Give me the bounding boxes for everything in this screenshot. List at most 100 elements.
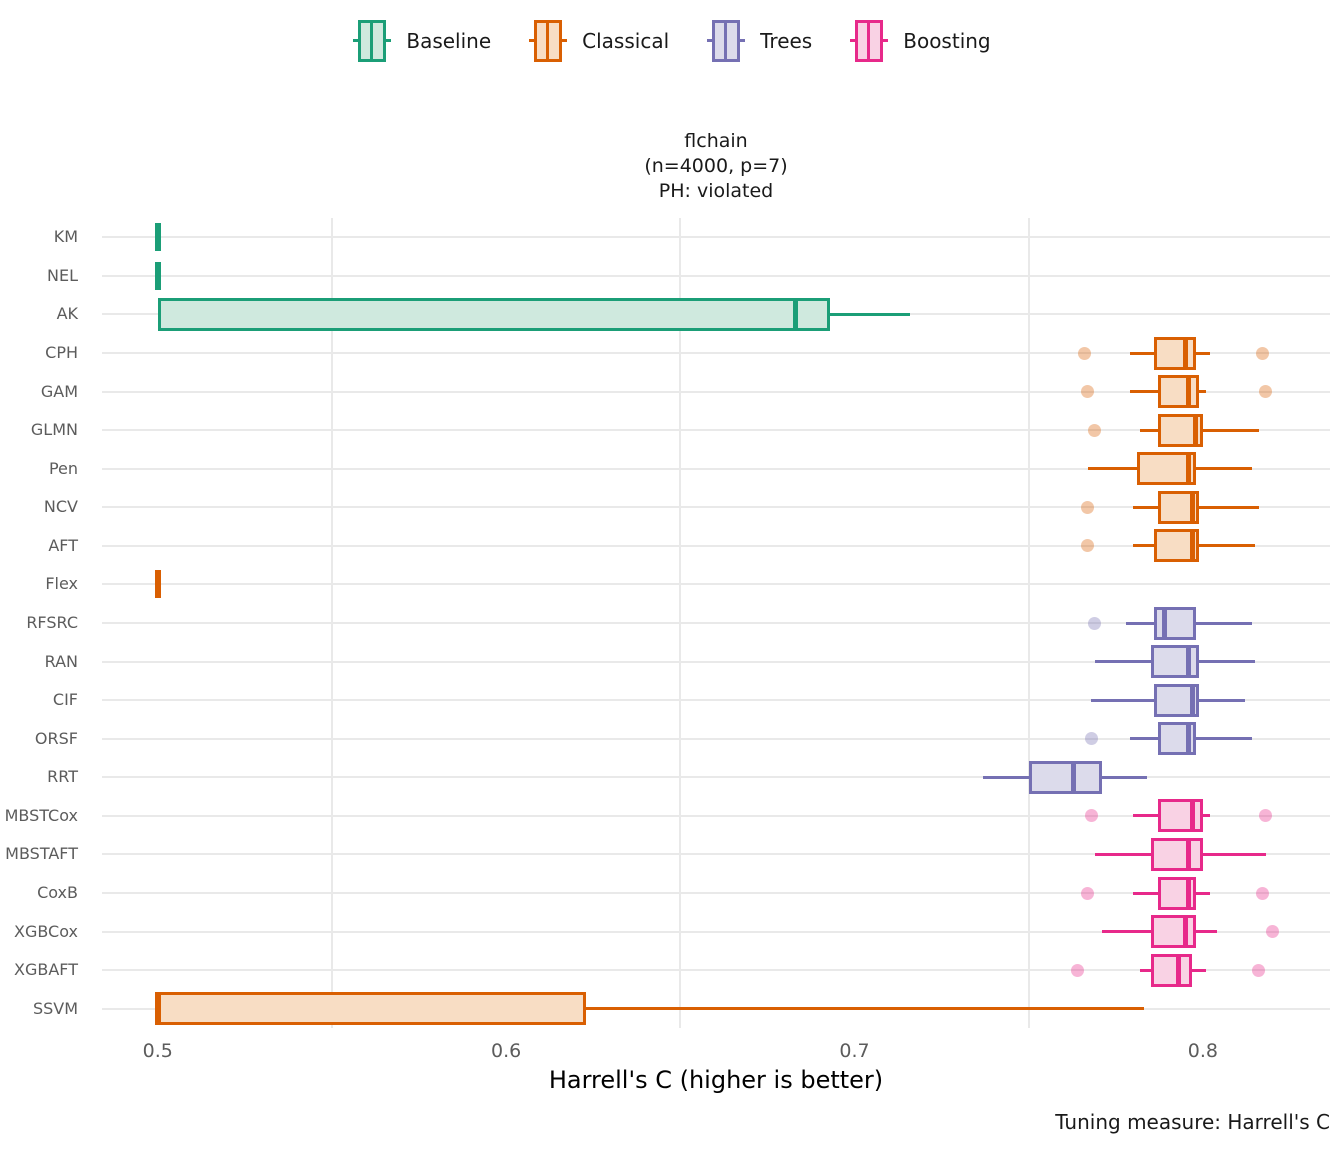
whisker-low: [1126, 621, 1155, 625]
x-axis-title: Harrell's C (higher is better): [548, 1066, 884, 1094]
y-axis-label-nel: NEL: [47, 265, 78, 285]
median-xgbaft: [1175, 953, 1181, 987]
boxplot-key-icon: [529, 18, 568, 64]
median-mbstaft: [1186, 837, 1192, 871]
row-gridline: [102, 506, 1330, 509]
median-rfsrc: [1162, 606, 1168, 640]
whisker-high: [1195, 930, 1217, 934]
y-axis-label-glmn: GLMN: [30, 420, 78, 440]
median-pen: [1186, 452, 1192, 486]
boxplot-key-icon: [707, 18, 746, 64]
legend-item-trees: Trees: [707, 18, 812, 64]
row-gridline: [102, 622, 1330, 624]
median-xgbcox: [1182, 915, 1188, 949]
x-axis-tick-0.5: 0.5: [142, 1040, 173, 1062]
whisker-high: [1195, 737, 1252, 741]
box-xgbaft: [1150, 953, 1193, 987]
box-xgbcox: [1150, 915, 1196, 949]
y-axis-label-gam: GAM: [40, 381, 78, 401]
boxplot-key-icon: [850, 18, 889, 64]
outlier-point: [1081, 500, 1095, 514]
whisker-high: [586, 1007, 1144, 1011]
box-mbstcox: [1157, 799, 1203, 833]
whisker-low: [1140, 428, 1158, 432]
legend-key-median: [370, 20, 374, 62]
median-mbstcox: [1189, 799, 1195, 833]
x-axis-tick-0.7: 0.7: [839, 1040, 870, 1062]
row-gridline: [102, 429, 1330, 432]
median-cif: [1189, 683, 1195, 717]
whisker-high: [1195, 351, 1210, 355]
plot-caption: Tuning measure: Harrell's C: [1055, 1110, 1330, 1134]
y-axis-label-ncv: NCV: [43, 497, 78, 517]
whisker-low: [1140, 968, 1151, 972]
outlier-point: [1081, 385, 1095, 399]
whisker-low: [1101, 930, 1151, 934]
outlier-point: [1255, 886, 1269, 900]
whisker-high: [1195, 891, 1210, 895]
y-axis-label-aft: AFT: [48, 535, 78, 555]
outlier-point: [1084, 732, 1098, 746]
whisker-high: [1199, 544, 1256, 548]
y-axis-label-xgbcox: XGBCox: [14, 921, 78, 941]
box-ran: [1150, 645, 1200, 679]
outlier-point: [1081, 539, 1095, 553]
whisker-low: [1094, 660, 1151, 664]
whisker-low: [1133, 544, 1155, 548]
row-gridline: [102, 930, 1330, 933]
median-glmn: [1193, 413, 1199, 447]
legend-item-classical: Classical: [529, 18, 669, 64]
plot-panel: KM NEL AK CPH GAM GLMN Pen NCV AFT Flex RFSRC RAN CI…: [5, 218, 1330, 1028]
boxplot-key-icon: [353, 18, 392, 64]
legend: Baseline Classical Trees Boosting: [0, 18, 1344, 64]
whisker-high: [1199, 660, 1256, 664]
legend-label: Trees: [760, 29, 813, 53]
whisker-high: [1202, 814, 1210, 818]
outlier-point: [1259, 385, 1273, 399]
y-axis-label-ak: AK: [56, 304, 78, 324]
y-axis-label-pen: Pen: [48, 458, 78, 478]
median-orsf: [1186, 722, 1192, 756]
whisker-low: [1094, 852, 1151, 856]
y-axis-label-rfsrc: RFSRC: [26, 613, 78, 632]
legend-item-boosting: Boosting: [850, 18, 991, 64]
row-gridline: [102, 467, 1330, 470]
plot-title-line3: PH: violated: [658, 180, 774, 202]
whisker-low: [1129, 390, 1158, 394]
whisker-high: [1195, 467, 1252, 471]
outlier-point: [1255, 346, 1269, 360]
outlier-point: [1252, 963, 1266, 977]
plot-title: flchain (n=4000, p=7) PH: violated: [102, 129, 1330, 204]
y-axis-label-orsf: ORSF: [34, 728, 78, 748]
box-km: [155, 223, 162, 252]
legend-label: Baseline: [406, 29, 492, 53]
whisker-high: [1202, 852, 1266, 856]
box-cph: [1154, 336, 1196, 370]
legend-label: Boosting: [903, 29, 991, 53]
row-gridline: [102, 969, 1330, 972]
y-axis-label-ssvm: SSVM: [32, 998, 78, 1018]
box-ak: [157, 297, 831, 331]
row-gridline: [102, 814, 1330, 817]
legend-label: Classical: [582, 29, 670, 53]
outlier-point: [1259, 809, 1273, 823]
median-ran: [1186, 645, 1192, 679]
median-ncv: [1189, 490, 1195, 524]
median-gam: [1186, 375, 1192, 409]
y-axis-label-rrt: RRT: [47, 767, 78, 787]
row-gridline: [102, 583, 1330, 586]
box-rrt: [1028, 760, 1102, 794]
outlier-point: [1081, 886, 1095, 900]
whisker-high: [1101, 775, 1148, 779]
outlier-point: [1088, 616, 1102, 630]
plot-title-line1: flchain: [684, 130, 748, 152]
row-gridline: [102, 274, 1330, 277]
whisker-low: [1133, 814, 1158, 818]
whisker-high: [830, 312, 911, 316]
x-axis-tick-0.8: 0.8: [1187, 1040, 1218, 1062]
row-gridline: [102, 699, 1330, 702]
y-axis-label-km: KM: [53, 227, 78, 247]
outlier-point: [1084, 809, 1098, 823]
plot-title-line2: (n=4000, p=7): [644, 155, 788, 177]
